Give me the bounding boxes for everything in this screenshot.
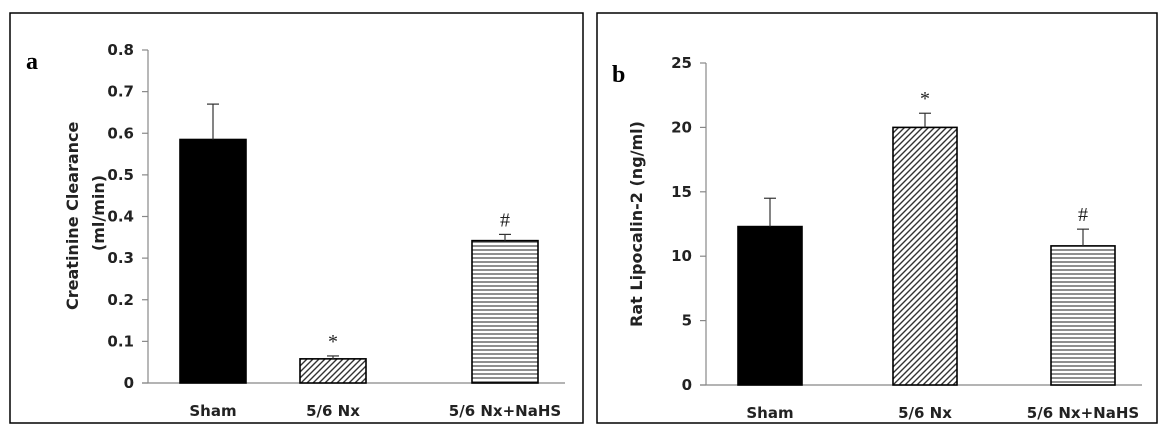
panel-a-category-label: 5/6 Nx [306, 402, 360, 420]
panel-b-label: b [612, 62, 625, 88]
panel-a: a Creatinine Clearance (ml/min) 00.10.20… [9, 12, 584, 424]
panel-a-bar [179, 138, 247, 384]
panel-b-bar [737, 225, 803, 386]
panel-b: b Rat Lipocalin-2 (ng/ml) 0 5 10 15 20 25 Sham… [596, 12, 1158, 424]
panel-a-y-tick-label: 0 [124, 374, 134, 392]
panel-a-y-tick-label: 0.1 [107, 332, 134, 350]
panel-b-category-label: 5/6 Nx+NaHS [1027, 404, 1139, 422]
panel-a-axes: 0 0.1 0.2 0.3 0.4 0.5 0.6 0.7 0.8 Sham 5/6 Nx 5/6 N… [107, 41, 565, 420]
panel-a-frame [9, 12, 584, 424]
panel-a-y-tick-label: 0.6 [107, 124, 134, 142]
panel-a-y-axis-label: Creatinine Clearance (ml/min) [63, 116, 108, 310]
panel-a-y-tick-label: 0.2 [107, 291, 134, 309]
panel-a-significance-mark: # [500, 209, 510, 231]
panel-a-label: a [26, 49, 38, 75]
panel-a-y-axis-label-line-2: (ml/min) [89, 175, 108, 251]
panel-b-y-tick-label: 10 [671, 247, 692, 265]
panel-b-category-label: 5/6 Nx [898, 404, 952, 422]
panel-a-bar [299, 358, 367, 384]
panel-a-bars: *# [179, 103, 539, 384]
panel-a-category-label: Sham [189, 402, 236, 420]
panel-b-significance-mark: * [920, 88, 930, 110]
panel-b-significance-mark: # [1078, 204, 1088, 226]
panel-a-bar [471, 239, 539, 384]
panel-a-y-axis-label-line-1: Creatinine Clearance [63, 121, 82, 310]
panel-b-y-tick-label: 5 [682, 312, 692, 330]
panel-b-frame [596, 12, 1158, 424]
panel-b-y-tick-label: 20 [671, 118, 692, 136]
panel-a-category-label: 5/6 Nx+NaHS [449, 402, 561, 420]
panel-b-bar [892, 126, 958, 386]
panel-a-y-tick-label: 0.5 [107, 166, 134, 184]
panel-b-bars: *# [737, 88, 1116, 386]
panel-b-y-axis-label-line-1: Rat Lipocalin-2 (ng/ml) [627, 121, 646, 327]
panel-a-y-tick-label: 0.4 [107, 208, 134, 226]
panel-b-y-axis-label: Rat Lipocalin-2 (ng/ml) [627, 121, 646, 327]
panel-a-significance-mark: * [328, 331, 338, 353]
panel-b-axes: 0 5 10 15 20 25 Sham 5/6 Nx 5/6 Nx+NaHS [671, 54, 1142, 422]
panel-a-y-tick-label: 0.8 [107, 41, 134, 59]
panel-b-bar [1050, 245, 1116, 386]
panel-a-y-tick-label: 0.3 [107, 249, 134, 267]
panel-b-y-tick-label: 15 [671, 183, 692, 201]
panel-b-category-label: Sham [746, 404, 793, 422]
panel-b-y-tick-label: 25 [671, 54, 692, 72]
panel-a-y-tick-label: 0.7 [107, 83, 134, 101]
panel-b-y-tick-label: 0 [682, 376, 692, 394]
